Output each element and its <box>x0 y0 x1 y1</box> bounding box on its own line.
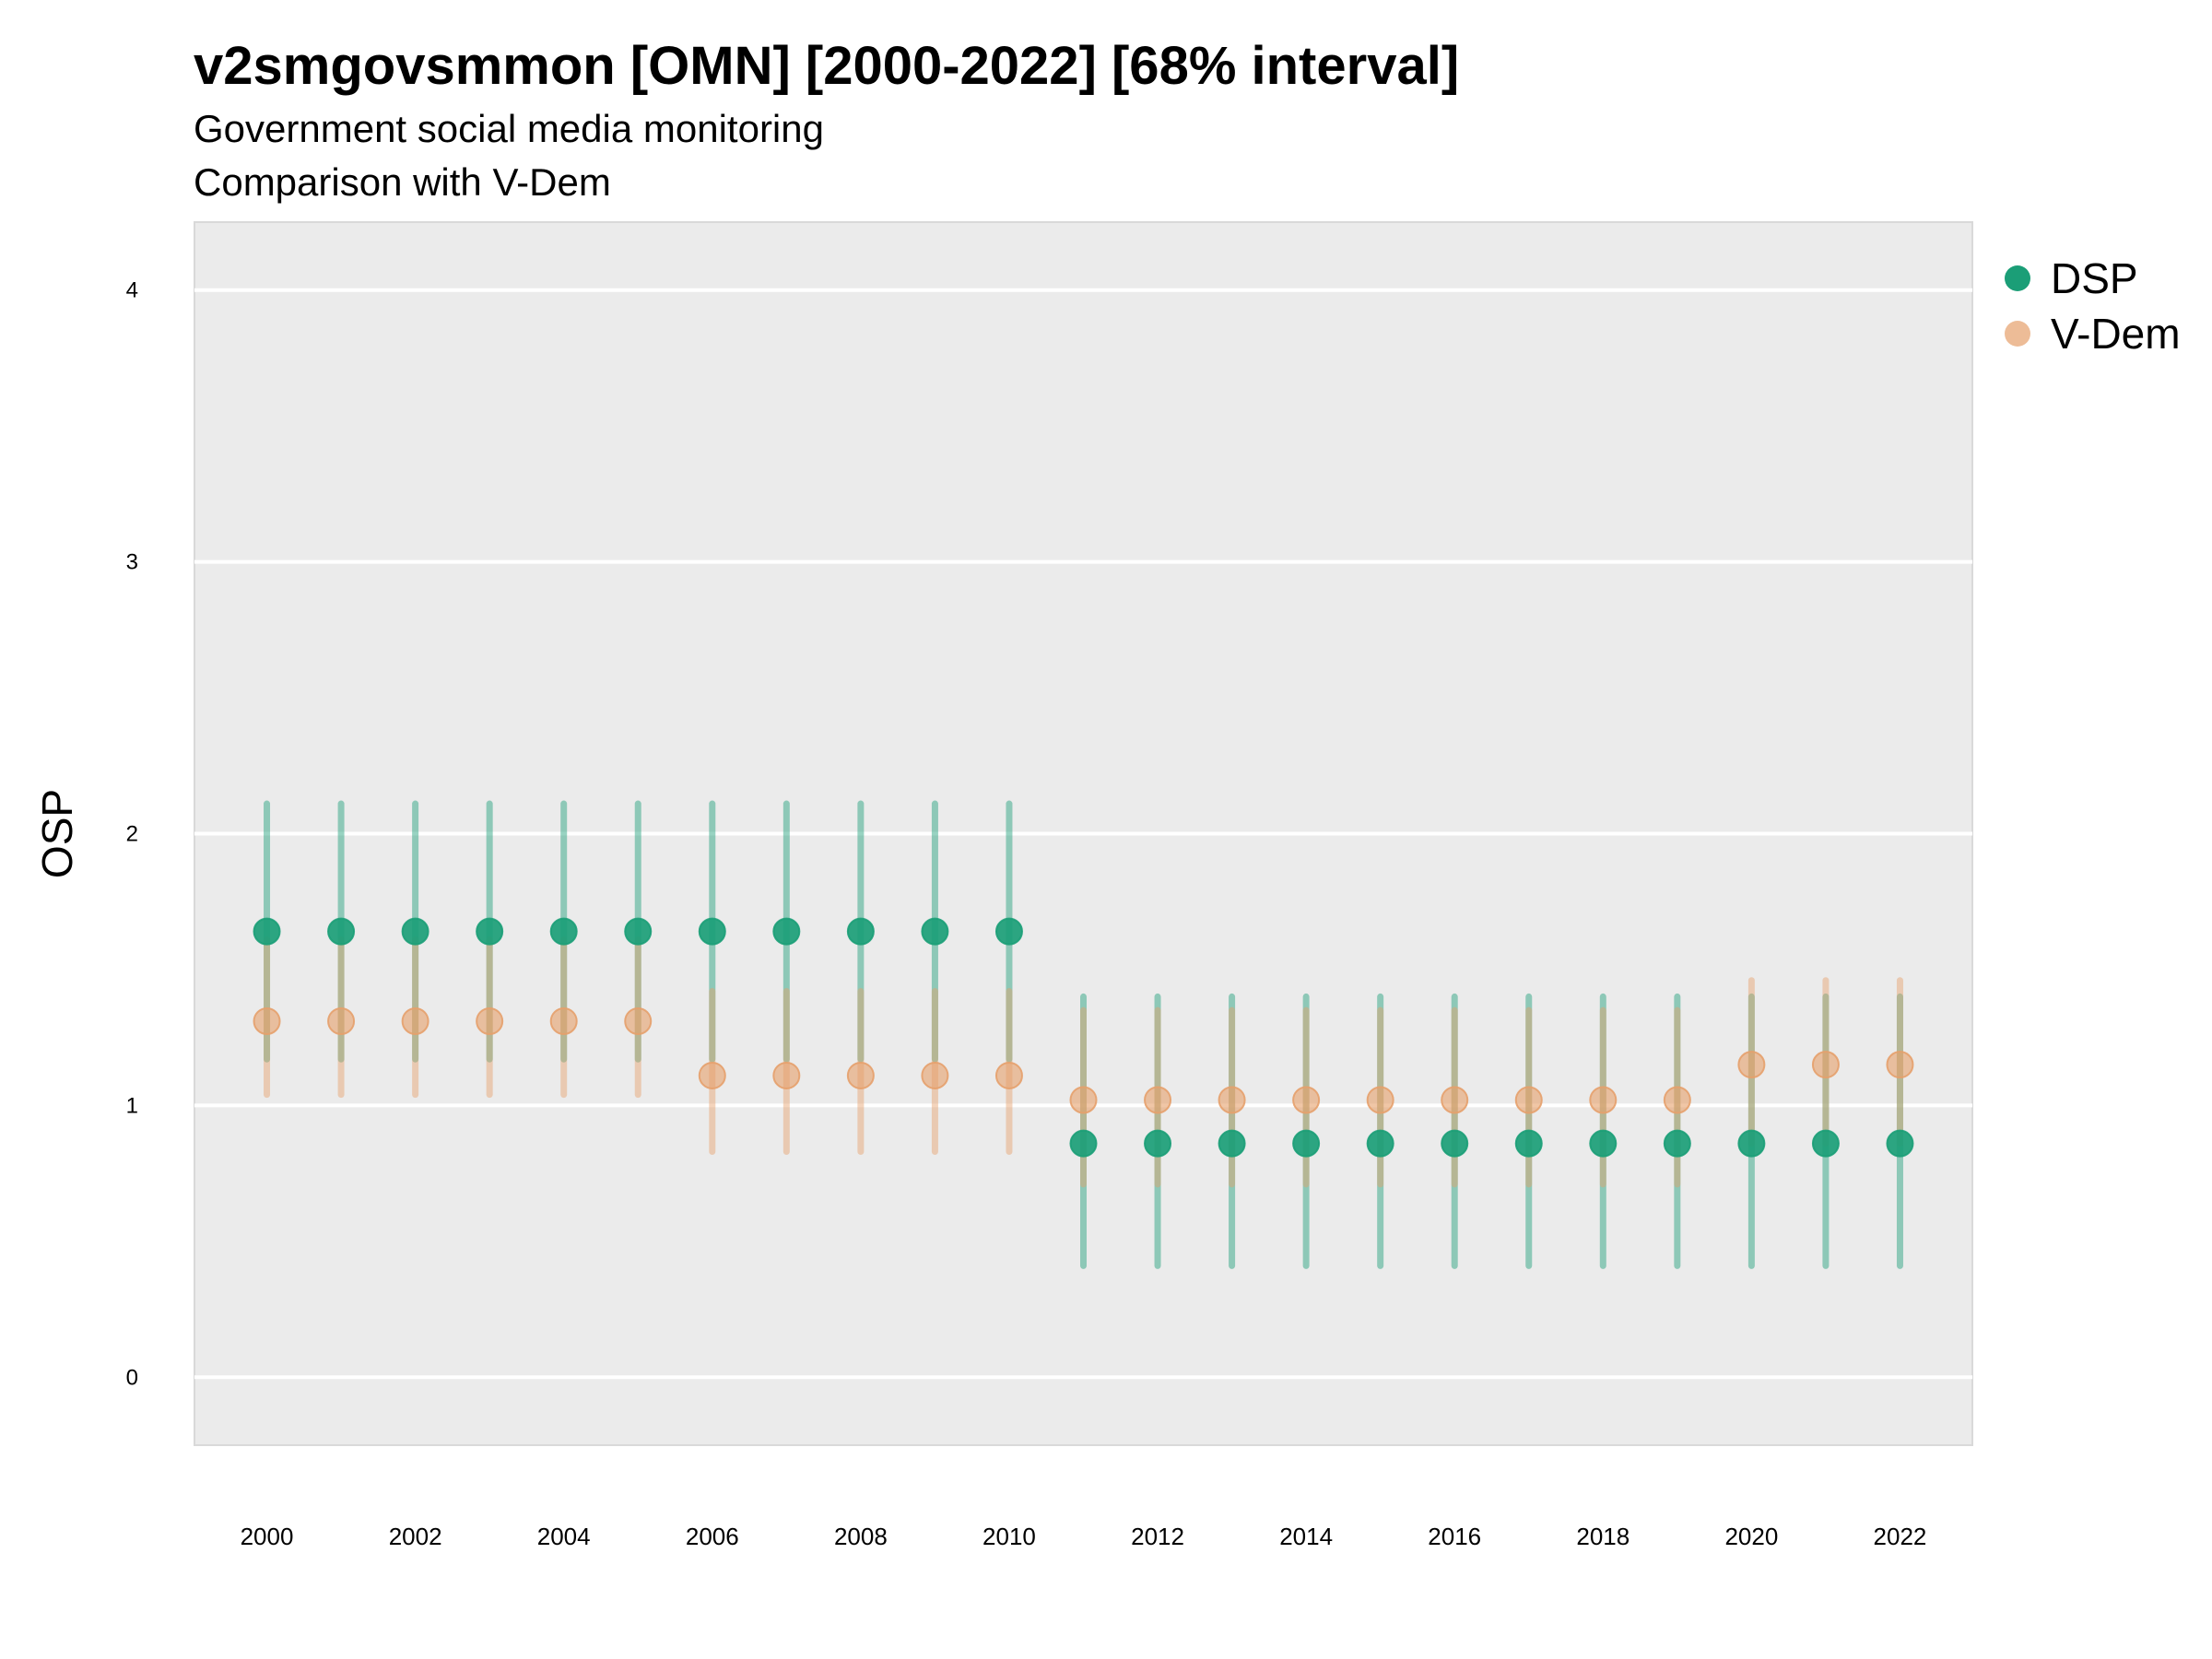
point-dsp <box>1886 1129 1914 1158</box>
point-dsp <box>624 917 653 946</box>
point-dsp <box>1069 1129 1098 1158</box>
legend: DSP V-Dem <box>2005 251 2181 361</box>
x-tick-label: 2008 <box>834 1523 888 1550</box>
point-dsp <box>327 917 356 946</box>
point-vdem <box>994 1061 1023 1089</box>
point-vdem <box>327 1006 356 1035</box>
point-dsp <box>1292 1129 1321 1158</box>
x-tick-label: 2016 <box>1428 1523 1481 1550</box>
y-tick-label: 0 <box>126 1365 138 1390</box>
y-tick-label: 4 <box>126 278 138 303</box>
legend-dot-vdem <box>2005 321 2030 347</box>
x-tick-label: 2022 <box>1874 1523 1927 1550</box>
point-vdem <box>1811 1051 1840 1079</box>
x-tick-label: 2000 <box>241 1523 294 1550</box>
point-vdem <box>401 1006 429 1035</box>
point-vdem <box>1366 1086 1394 1114</box>
x-tick-label: 2004 <box>537 1523 591 1550</box>
point-dsp <box>1811 1129 1840 1158</box>
point-dsp <box>253 917 281 946</box>
point-vdem <box>549 1006 578 1035</box>
x-tick-label: 2012 <box>1131 1523 1184 1550</box>
chart-subtitle-comparison: Comparison with V-Dem <box>194 160 611 204</box>
point-vdem <box>1441 1086 1469 1114</box>
point-vdem <box>772 1061 801 1089</box>
point-vdem <box>698 1061 726 1089</box>
chart-subtitle: Government social media monitoring <box>194 107 824 150</box>
point-dsp <box>401 917 429 946</box>
legend-dot-dsp <box>2005 265 2030 291</box>
point-vdem <box>921 1061 949 1089</box>
y-tick-label: 1 <box>126 1093 138 1118</box>
point-vdem <box>1514 1086 1543 1114</box>
legend-label-dsp: DSP <box>2051 254 2138 302</box>
x-tick-label: 2010 <box>982 1523 1036 1550</box>
x-tick-label: 2006 <box>686 1523 739 1550</box>
point-dsp <box>1663 1129 1691 1158</box>
point-dsp <box>994 917 1023 946</box>
point-dsp <box>772 917 801 946</box>
point-dsp <box>1366 1129 1394 1158</box>
point-dsp <box>1144 1129 1172 1158</box>
point-vdem <box>1218 1086 1246 1114</box>
point-dsp <box>698 917 726 946</box>
chart-title: v2smgovsmmon [OMN] [2000-2022] [68% inte… <box>194 36 1460 96</box>
point-dsp <box>1589 1129 1618 1158</box>
point-vdem <box>1737 1051 1766 1079</box>
point-dsp <box>549 917 578 946</box>
point-dsp <box>1514 1129 1543 1158</box>
point-dsp <box>1218 1129 1246 1158</box>
point-vdem <box>1663 1086 1691 1114</box>
point-vdem <box>476 1006 504 1035</box>
x-tick-label: 2018 <box>1576 1523 1630 1550</box>
legend-label-vdem: V-Dem <box>2051 310 2181 358</box>
x-tick-label: 2020 <box>1724 1523 1778 1550</box>
point-dsp <box>476 917 504 946</box>
legend-item-vdem: V-Dem <box>2005 306 2181 361</box>
point-dsp <box>1441 1129 1469 1158</box>
x-tick-label: 2014 <box>1279 1523 1333 1550</box>
point-dsp <box>846 917 875 946</box>
point-vdem <box>1886 1051 1914 1079</box>
legend-item-dsp: DSP <box>2005 251 2181 306</box>
point-vdem <box>846 1061 875 1089</box>
point-vdem <box>1144 1086 1172 1114</box>
y-axis-title: OSP <box>33 789 81 878</box>
point-vdem <box>1292 1086 1321 1114</box>
x-tick-label: 2002 <box>389 1523 442 1550</box>
point-vdem <box>624 1006 653 1035</box>
point-dsp <box>1737 1129 1766 1158</box>
point-dsp <box>921 917 949 946</box>
point-vdem <box>1589 1086 1618 1114</box>
y-tick-label: 2 <box>126 822 138 847</box>
y-tick-label: 3 <box>126 550 138 575</box>
point-vdem <box>1069 1086 1098 1114</box>
point-vdem <box>253 1006 281 1035</box>
